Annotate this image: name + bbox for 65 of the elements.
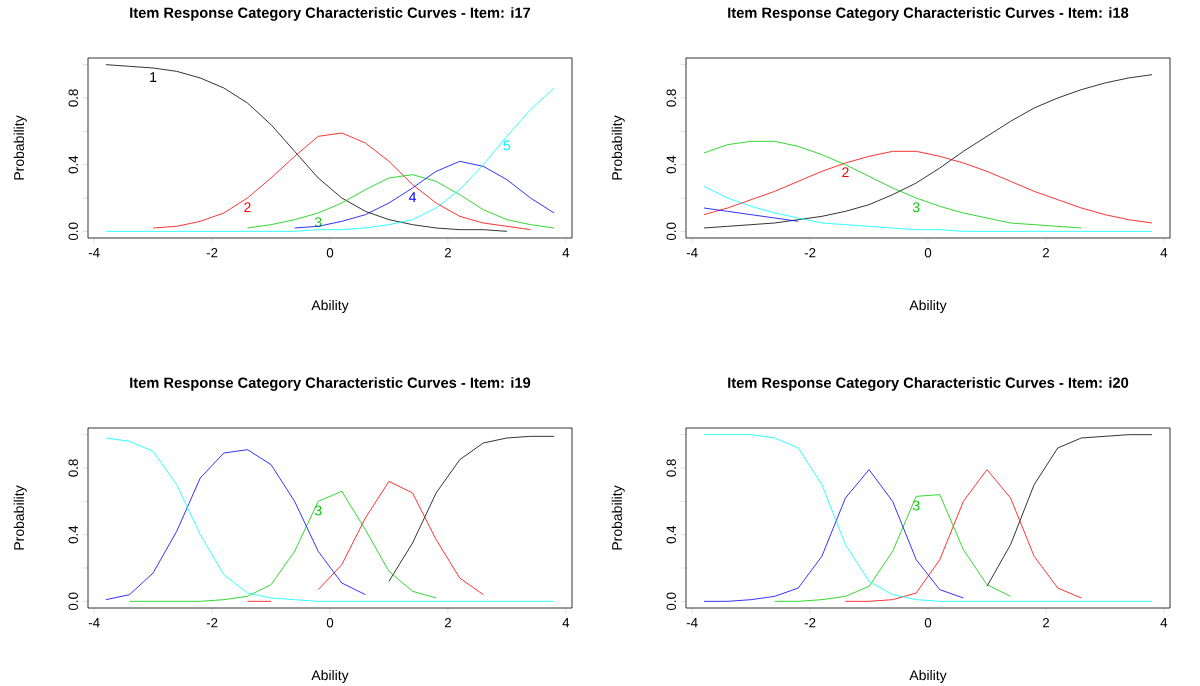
y-tick-label: 0.8	[68, 89, 78, 107]
line-series	[703, 207, 799, 222]
x-tick-label: -4	[686, 248, 698, 258]
x-tick-label: 2	[1042, 248, 1049, 258]
y-axis-title: Probability	[13, 115, 27, 180]
series-label: 3	[314, 505, 322, 516]
y-tick-label: 0.4	[666, 155, 676, 174]
x-tick-label: -2	[804, 248, 816, 258]
line-series	[105, 64, 508, 232]
x-tick-label: 4	[1160, 248, 1168, 258]
y-tick-label: 0.0	[666, 222, 676, 241]
x-tick-label: 0	[924, 248, 932, 258]
line-series	[294, 160, 555, 229]
x-axis-title: Ability	[311, 669, 349, 683]
line-series	[774, 494, 1011, 602]
series-label: 4	[408, 192, 417, 202]
y-tick-label: 0.0	[68, 222, 78, 241]
y-tick-label: 0.8	[666, 89, 676, 107]
series-label: 2	[244, 202, 251, 213]
series-label: 1	[150, 72, 157, 82]
x-tick-label: 0	[326, 248, 334, 258]
x-tick-label: -4	[88, 618, 100, 628]
line-series	[388, 435, 555, 582]
line-series	[105, 449, 366, 601]
y-axis-title: Probability	[611, 485, 625, 550]
x-tick-label: 2	[444, 618, 451, 628]
line-series	[703, 140, 1082, 229]
x-tick-label: 2	[1042, 618, 1049, 628]
y-tick-label: 0.8	[68, 459, 78, 477]
y-tick-label: 0.8	[666, 459, 676, 477]
x-tick-label: 2	[444, 248, 451, 258]
x-tick-label: -4	[686, 618, 698, 628]
line-series	[986, 434, 1153, 587]
series-label: 3	[912, 202, 920, 213]
y-axis-title: Probability	[13, 485, 27, 550]
x-axis-title: Ability	[311, 299, 349, 313]
line-series	[152, 132, 531, 231]
line-series	[703, 150, 1153, 224]
x-tick-label: 0	[326, 618, 334, 628]
y-tick-label: 0.0	[68, 592, 78, 611]
x-tick-label: -2	[804, 618, 816, 628]
y-tick-label: 0.4	[666, 525, 676, 544]
chart-title: Item Response Category Characteristic Curves - Item: i20	[728, 377, 1129, 391]
y-tick-label: 0.4	[68, 525, 78, 544]
x-tick-label: 4	[562, 248, 570, 258]
series-label: 3	[912, 500, 920, 511]
x-tick-label: 0	[924, 618, 932, 628]
series-label: 3	[314, 217, 322, 228]
y-axis-title: Probability	[611, 115, 625, 180]
x-axis-title: Ability	[909, 299, 947, 313]
x-tick-label: -4	[88, 248, 100, 258]
chart-title: Item Response Category Characteristic Curves - Item: i19	[130, 377, 531, 391]
x-tick-label: -2	[206, 248, 218, 258]
y-tick-label: 0.4	[68, 155, 78, 174]
y-tick-label: 0.0	[666, 592, 676, 611]
x-axis-title: Ability	[909, 669, 947, 683]
series-label: 5	[503, 140, 511, 151]
x-tick-label: 4	[562, 618, 570, 628]
line-series	[845, 469, 1082, 602]
line-series	[703, 469, 964, 602]
series-label: 2	[842, 167, 849, 178]
chart-title: Item Response Category Characteristic Curves - Item: i18	[728, 7, 1129, 21]
x-tick-label: -2	[206, 618, 218, 628]
chart-title: Item Response Category Characteristic Curves - Item: i17	[130, 7, 531, 21]
x-tick-label: 4	[1160, 618, 1168, 628]
